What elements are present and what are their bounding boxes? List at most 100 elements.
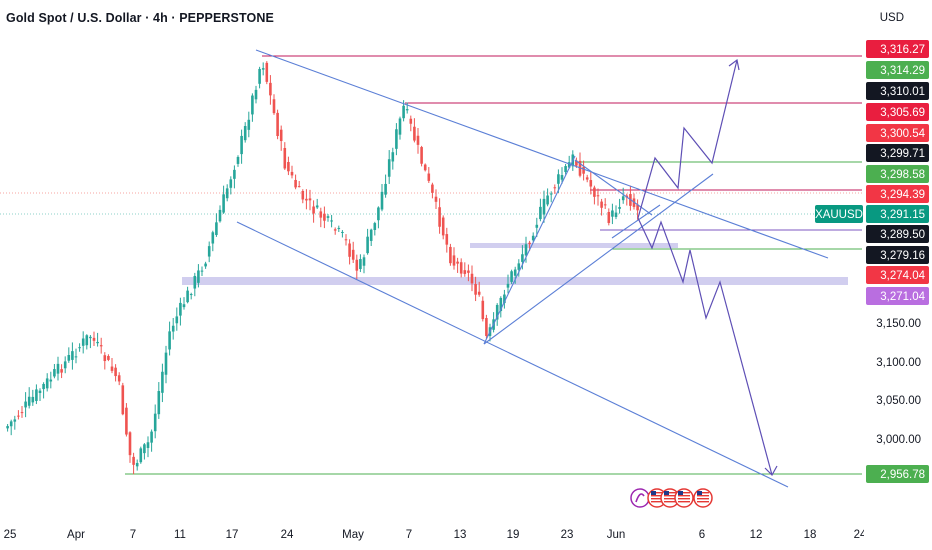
channel-lower-line (236, 221, 789, 488)
price-tag-label: 3,294.39 (880, 189, 925, 201)
candle-body (499, 297, 503, 312)
flag-canton (678, 491, 683, 495)
time-axis-label: 12 (750, 529, 763, 541)
candle-body (333, 229, 337, 231)
candle-body (279, 129, 283, 142)
candle-body (503, 294, 506, 304)
candle-body (157, 391, 161, 415)
price-tag-box (866, 61, 929, 79)
wedge-upper-line (574, 159, 653, 216)
time-axis-label: 13 (454, 529, 467, 541)
flag-canton (651, 491, 656, 495)
candle-body (193, 275, 197, 289)
flag-stripe (651, 498, 663, 500)
candle-body (434, 196, 438, 202)
event-icon-layer (630, 488, 713, 508)
flag-stripe (651, 495, 663, 497)
candle-body (621, 196, 625, 201)
price-tag-label: 3,300.54 (880, 128, 925, 140)
price-tag-label: 3,314.29 (880, 65, 925, 77)
candle-body (24, 401, 27, 408)
drawing-layer (236, 49, 829, 488)
candle-body (477, 291, 481, 295)
time-axis-label: May (342, 529, 364, 541)
time-axis-label: 24 (854, 529, 867, 541)
flag-canton (697, 491, 702, 495)
candle-body (593, 187, 596, 197)
flag-stripe (664, 498, 676, 500)
candle-body (290, 171, 294, 176)
candle-body (254, 89, 258, 100)
candle-body (618, 207, 621, 209)
candle-body (603, 204, 607, 206)
candle-body (362, 257, 366, 266)
candle-body (611, 210, 614, 217)
candle-body (63, 361, 67, 369)
price-axis-label: 3,100.00 (876, 357, 921, 369)
candle-body (107, 356, 110, 360)
earnings-icon-mark (635, 493, 645, 503)
candle-body (409, 118, 413, 124)
candle-body (441, 217, 445, 236)
earnings-icon-ring (630, 488, 650, 508)
time-axis-label: 7 (406, 529, 412, 541)
price-tag-label: 3,310.01 (880, 86, 925, 98)
earnings-icon (630, 488, 650, 508)
candle-body (405, 109, 409, 111)
price-axis-label: 3,000.00 (876, 434, 921, 446)
candle-body (431, 184, 434, 193)
candle-body (337, 227, 341, 229)
candle-body (42, 383, 45, 390)
candle-body (99, 345, 103, 347)
currency-label[interactable]: USD (879, 12, 904, 24)
time-axis-label: 6 (699, 529, 705, 541)
candle-body (27, 396, 31, 406)
candle-body (182, 304, 186, 308)
candle-body (402, 105, 405, 119)
flag-stripe (678, 498, 690, 500)
price-tag-label: 3,289.50 (880, 229, 925, 241)
candle-body (341, 231, 344, 233)
candle-body (373, 223, 377, 230)
price-tag-layer: 3,316.27 3,314.29 3,310.01 3,305.69 3,300.54… (815, 40, 929, 483)
price-tag-label: 2,956.78 (880, 469, 925, 481)
candle-body (229, 179, 233, 188)
candle-body (171, 325, 175, 332)
price-tag-label: 3,271.04 (880, 291, 925, 303)
candle-body (585, 177, 589, 180)
candle-body (315, 205, 319, 208)
candle-body (531, 235, 535, 241)
candle-body (243, 126, 247, 141)
candle-body (510, 271, 513, 282)
candle-body (211, 232, 215, 244)
flag-stripe (697, 492, 709, 494)
candle-body (344, 239, 348, 241)
candle-body (463, 270, 467, 274)
flag-stripe (678, 501, 690, 503)
candle-body (74, 356, 78, 358)
candle-body (265, 62, 269, 82)
support-zone-upper (470, 243, 678, 248)
bearish-projection-arrow (637, 217, 773, 476)
time-axis-label: 17 (226, 529, 239, 541)
candle-body (423, 164, 427, 171)
candle-body (139, 448, 143, 463)
candle-body (495, 304, 499, 320)
price-tag-box (866, 144, 929, 162)
time-axis-label: 7 (130, 529, 136, 541)
flag-stripe (678, 492, 690, 494)
time-axis-label: 24 (281, 529, 294, 541)
candle-body (582, 166, 585, 174)
flag-stripe (651, 501, 663, 503)
candle-body (236, 156, 240, 164)
flag-canton (664, 491, 669, 495)
price-tag-box (866, 103, 929, 121)
candle-body (9, 421, 13, 427)
candle-body (351, 249, 355, 260)
candle-body (78, 347, 81, 349)
candle-body (96, 341, 99, 344)
price-tag-label: 3,299.71 (880, 148, 925, 160)
candle-body (377, 207, 380, 221)
